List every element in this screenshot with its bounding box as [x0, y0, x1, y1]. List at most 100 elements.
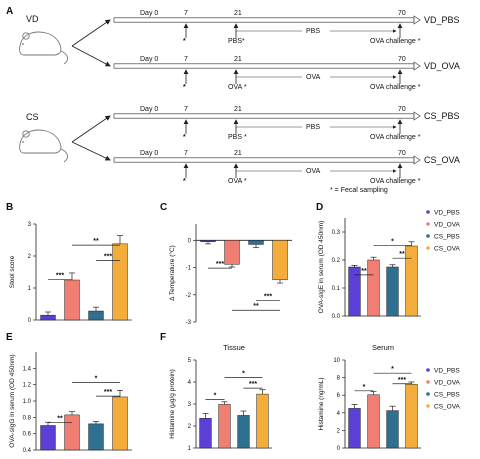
branch-arrow: [71, 45, 111, 67]
treatment-mid-label: OVA: [306, 168, 321, 175]
y-tick-label: 1.4: [23, 366, 32, 372]
significance-label: ***: [56, 273, 64, 280]
day-label: 7: [184, 106, 188, 113]
bar: [405, 383, 418, 449]
timeline-bar: [113, 113, 415, 119]
bar: [224, 240, 240, 265]
treatment-early-label: OVA *: [228, 84, 247, 91]
group-name-label: VD_OVA: [424, 61, 460, 71]
day-label: 70: [398, 10, 406, 17]
day-label: 70: [398, 106, 406, 113]
legend-dot-cs-pbs: [426, 234, 430, 238]
bar: [40, 314, 56, 321]
significance-label: **: [361, 268, 367, 275]
timeline-arrowhead: [413, 15, 421, 25]
branch-arrow: [71, 141, 111, 161]
significance-label: ***: [249, 381, 257, 388]
y-tick-label: 0: [188, 238, 192, 244]
group-label-vd: VD: [26, 14, 39, 24]
legend-dot-vd-ova: [426, 222, 430, 226]
y-tick-label: 0.6: [23, 432, 32, 438]
panel-label-d: D: [316, 202, 323, 213]
day-label: 21: [234, 106, 242, 113]
legend-dot-cs-ova: [426, 404, 430, 408]
y-tick-label: 0.3: [332, 230, 341, 236]
y-tick-label: 3: [28, 222, 32, 228]
significance-label: ***: [104, 253, 112, 260]
bar: [405, 245, 418, 317]
bar: [256, 393, 269, 449]
bar: [367, 394, 380, 449]
branch-arrow: [71, 19, 111, 47]
challenge-label: OVA challenge *: [370, 84, 421, 91]
mouse-icon-vd: [19, 31, 68, 65]
legend-label-vd-pbs: VD_PBS: [434, 368, 460, 375]
bar: [40, 425, 56, 451]
legend-label-cs-ova: CS_OVA: [434, 404, 461, 411]
bar: [112, 243, 128, 321]
mouse-icon-cs: [19, 129, 68, 163]
chart-title: Tissue: [223, 343, 245, 352]
y-tick-label: 0: [337, 446, 341, 452]
sampling-star: *: [183, 178, 186, 185]
y-tick-label: 0.8: [23, 415, 32, 421]
legend-label-cs-pbs: CS_PBS: [434, 392, 460, 399]
y-tick-label: 2: [337, 428, 341, 434]
fecal-sampling-footnote: * = Fecal sampling: [330, 187, 388, 194]
significance-label: ***: [216, 261, 224, 268]
y-tick-label: 0.2: [332, 258, 341, 264]
timeline-bar: [113, 157, 415, 163]
bar: [386, 410, 399, 449]
sampling-star: *: [183, 134, 186, 141]
bar: [218, 404, 231, 449]
y-tick-label: 2: [28, 254, 32, 260]
y-tick-label: 5: [188, 358, 192, 364]
significance-label: ***: [398, 377, 406, 384]
significance-label: **: [399, 251, 405, 258]
panel-label-c: C: [160, 202, 167, 213]
panel-label-f: F: [160, 332, 166, 343]
bar: [367, 259, 380, 317]
y-axis-label: OVA-sIgE in serum (OD 450nm): [318, 221, 325, 314]
group-label-cs: CS: [26, 112, 39, 122]
y-axis-label: Δ Temperature (°C): [168, 245, 176, 301]
challenge-label: OVA challenge *: [370, 134, 421, 141]
y-tick-label: 0.1: [332, 286, 341, 292]
significance-label: *: [95, 375, 98, 382]
bar: [112, 396, 128, 451]
day-label: Day 0: [140, 106, 158, 113]
treatment-early-label: PBS*: [228, 38, 245, 45]
legend-dot-vd-ova: [426, 380, 430, 384]
panel-label-a: A: [6, 6, 13, 17]
y-axis-label: OVA-sIgG in serum (OD 450nm): [9, 354, 16, 447]
y-tick-label: 0: [28, 318, 32, 324]
y-tick-label: 8: [337, 376, 341, 382]
y-tick-label: -3: [186, 320, 192, 326]
y-tick-label: 1: [188, 446, 192, 452]
treatment-mid-label: PBS: [306, 124, 320, 131]
group-name-label: CS_OVA: [424, 155, 460, 165]
bar: [348, 266, 361, 317]
significance-label: *: [242, 371, 245, 378]
y-tick-label: -1: [186, 266, 192, 272]
y-tick-label: -2: [186, 293, 192, 299]
timeline-arrowhead: [413, 111, 421, 121]
bar: [386, 266, 399, 317]
panel-label-b: B: [6, 202, 13, 213]
day-label: 70: [398, 56, 406, 63]
bar: [272, 240, 288, 281]
bar: [64, 279, 80, 321]
bar: [88, 310, 104, 321]
bar: [348, 408, 361, 449]
legend-label-vd-ova: VD_OVA: [434, 380, 461, 387]
y-tick-label: 3: [188, 402, 192, 408]
day-label: 7: [184, 150, 188, 157]
significance-label: ***: [104, 389, 112, 396]
branch-arrow: [71, 115, 111, 143]
timeline-arrowhead: [413, 61, 421, 71]
bar: [237, 415, 250, 449]
significance-label: *: [391, 238, 394, 245]
treatment-mid-label: PBS: [306, 28, 320, 35]
